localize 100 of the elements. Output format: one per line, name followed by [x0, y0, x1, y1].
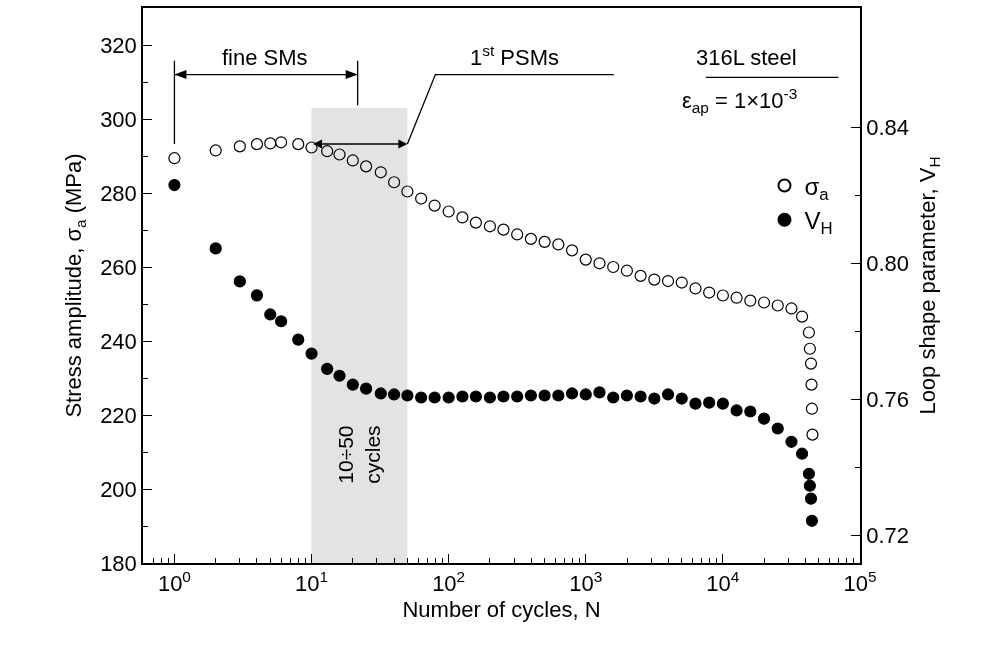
point — [771, 422, 784, 435]
point — [730, 291, 743, 304]
point — [648, 273, 661, 286]
point — [689, 397, 702, 410]
point — [346, 378, 359, 391]
point — [483, 220, 497, 233]
point — [415, 391, 428, 404]
point — [456, 211, 469, 224]
point — [305, 347, 318, 360]
point — [565, 244, 579, 257]
point — [689, 282, 702, 295]
point — [607, 260, 620, 274]
point — [401, 185, 414, 198]
point — [250, 138, 264, 151]
point — [716, 289, 729, 302]
y-tick-label: 240 — [100, 328, 137, 354]
point — [264, 137, 277, 150]
point — [565, 387, 579, 400]
point — [292, 333, 305, 346]
point — [785, 435, 798, 448]
y-tick-label: 220 — [100, 402, 137, 428]
y-tick-label: 260 — [100, 254, 137, 280]
point — [415, 192, 428, 205]
point — [744, 405, 757, 418]
point — [703, 286, 716, 299]
y2-tick-label: 0.76 — [866, 387, 909, 413]
point — [333, 369, 346, 382]
band-label: 10÷50 cycles — [334, 425, 385, 484]
point — [757, 412, 771, 425]
point — [538, 389, 551, 402]
point — [511, 228, 524, 241]
point — [552, 389, 565, 402]
point — [442, 391, 455, 404]
point — [360, 382, 373, 395]
annotation: 1$^{st}$ PSMs — [470, 42, 560, 71]
point — [634, 390, 647, 403]
point — [648, 392, 661, 405]
point — [675, 276, 688, 289]
point — [661, 274, 675, 288]
point — [250, 289, 264, 302]
y-tick-label: 320 — [100, 32, 137, 58]
point — [785, 302, 798, 315]
point — [428, 391, 441, 404]
x-tick-label: 10$^{2}$ — [432, 567, 466, 597]
legend-label: V$_{H}$ — [804, 207, 833, 239]
y2-tick-label: 0.80 — [866, 251, 909, 277]
point — [620, 264, 633, 277]
point — [552, 238, 565, 251]
annotation: ε$_{ap}$ = 1×10$^{-3}$ — [682, 85, 798, 116]
x-tick-label: 10$^{1}$ — [295, 567, 329, 597]
point — [771, 299, 784, 312]
point — [620, 389, 633, 402]
point — [387, 388, 401, 401]
x-tick-label: 10$^{4}$ — [706, 567, 740, 597]
point — [333, 148, 346, 161]
y-tick-label: 200 — [100, 476, 137, 502]
point — [292, 138, 305, 151]
point — [730, 404, 743, 417]
x-tick-label: 10$^{0}$ — [157, 567, 191, 597]
x-axis-title: Number of cycles, N — [402, 596, 601, 622]
point — [524, 232, 538, 245]
point — [593, 386, 606, 399]
point — [579, 388, 592, 401]
point — [538, 235, 551, 248]
point — [497, 390, 510, 403]
point — [703, 396, 716, 409]
point — [264, 308, 277, 321]
point — [305, 141, 318, 154]
y2-tick-label: 0.84 — [866, 114, 909, 140]
y-tick-label: 300 — [100, 106, 137, 132]
point — [374, 166, 387, 179]
point — [744, 294, 757, 307]
point — [346, 154, 359, 167]
point — [757, 296, 771, 309]
point — [483, 391, 497, 404]
y-tick-label: 280 — [100, 180, 137, 206]
point — [387, 176, 401, 189]
point — [511, 390, 524, 403]
annotation: 316L steel — [696, 45, 797, 70]
point — [428, 199, 441, 212]
annotation: fine SMs — [222, 45, 308, 70]
point — [661, 388, 675, 401]
point — [497, 223, 510, 236]
point — [374, 387, 387, 400]
point — [524, 389, 538, 402]
point — [675, 392, 688, 405]
point — [716, 397, 729, 410]
y-tick-label: 180 — [100, 550, 137, 576]
y2-tick-label: 0.72 — [866, 523, 909, 549]
point — [469, 390, 482, 403]
legend-label: σ$_{a}$ — [804, 172, 830, 204]
point — [456, 390, 469, 403]
point — [634, 269, 647, 282]
point — [469, 216, 482, 229]
x-tick-label: 10$^{3}$ — [569, 567, 603, 597]
point — [360, 160, 373, 173]
point — [442, 205, 455, 218]
point — [401, 389, 414, 402]
point — [607, 391, 620, 404]
x-tick-label: 10$^{5}$ — [843, 567, 877, 597]
